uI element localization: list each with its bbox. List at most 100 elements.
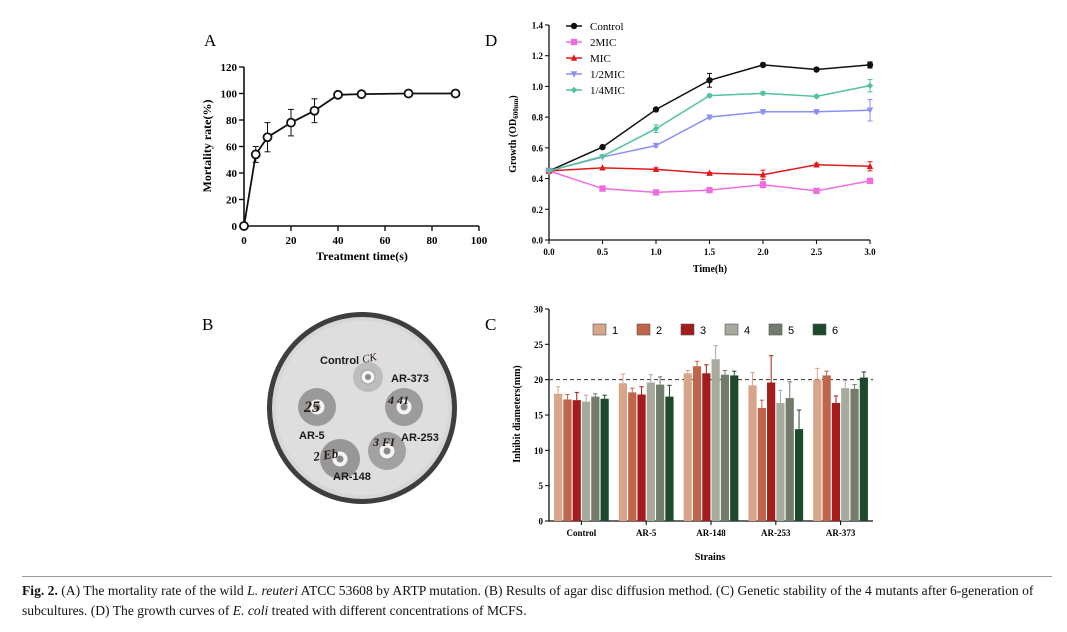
panel-d-y-tick-label: 0.4 — [532, 174, 544, 184]
plate-label-control: Control — [320, 355, 359, 367]
panel-d-data-marks — [545, 61, 874, 196]
panel-d-point-1-4mic — [545, 167, 553, 175]
panel-d-point-2mic — [866, 177, 874, 185]
panel-c-bar-series-4 — [711, 359, 720, 521]
panel-d-point-mic — [599, 164, 606, 171]
panel-c-bar-series-1 — [813, 379, 822, 521]
handwriting-3-fi: 3 FI — [372, 435, 396, 449]
panel-d-point-2mic — [652, 189, 660, 196]
panel-d-point-1-4mic — [706, 92, 713, 99]
figure-caption: Fig. 2. (A) The mortality rate of the wi… — [22, 576, 1052, 621]
panel-c-bar-series-4 — [841, 388, 850, 521]
plate-label-ar-253: AR-253 — [401, 432, 439, 444]
panel-d-point-mic — [706, 169, 713, 176]
panel-d-y-axis-label: Growth (OD600nm) — [508, 95, 520, 173]
panel-a-data-point — [309, 105, 320, 116]
panel-d-legend: Control 2MIC MIC 1/2MIC 1/4MIC — [566, 21, 625, 97]
panel-a-data-point — [403, 88, 414, 99]
caption-text-1: (A) The mortality rate of the wild — [57, 583, 248, 598]
panel-d-point-1-4mic — [866, 82, 874, 89]
panel-d-point-1-4mic — [652, 125, 660, 132]
panel-c-legend-swatch-2 — [636, 323, 651, 336]
panel-c-legend-label-3: 3 — [700, 325, 706, 337]
panel-d-point-2mic — [813, 187, 820, 195]
panel-d-y-label-close: ) — [508, 95, 519, 98]
panel-a-y-tick-label: 20 — [226, 195, 238, 207]
panel-d-point-2mic — [759, 181, 767, 188]
panel-c-x-tick-label: AR-5 — [636, 528, 657, 538]
panel-c-bar-series-3 — [767, 382, 776, 521]
panel-c-legend: 1 2 3 4 5 6 — [592, 323, 838, 337]
panel-d-x-tick-label: 0.0 — [543, 247, 555, 257]
panel-c-x-tick-label: AR-148 — [696, 528, 726, 538]
panel-c-bar-series-1 — [554, 393, 563, 521]
panel-a-data-point — [450, 88, 461, 99]
panel-c-bar-series-1 — [683, 373, 692, 521]
panel-d-point-mic — [866, 162, 874, 169]
panel-c-y-tick-label: 10 — [534, 446, 544, 456]
panel-d-x-tick-label: 1.0 — [650, 247, 662, 257]
panel-c-legend-swatch-1 — [592, 323, 607, 336]
panel-c-bar-series-5 — [591, 396, 600, 521]
panel-d-legend-label-mic: MIC — [590, 53, 611, 65]
panel-c-bar-series-1 — [748, 385, 757, 521]
plate-label-ar-373: AR-373 — [391, 373, 429, 385]
panel-label-a: A — [204, 31, 217, 50]
panel-a-axes — [239, 66, 480, 231]
panel-c-bar-series-6 — [794, 429, 804, 521]
panel-a-tick-labels: 0 20 40 60 80 100 120 0 20 40 60 80 100 — [221, 62, 488, 247]
panel-d-x-tick-label: 3.0 — [864, 247, 876, 257]
panel-c-bar-series-4 — [776, 402, 785, 521]
panel-c-bar-series-5 — [720, 374, 730, 521]
well-ar-253 — [383, 447, 391, 455]
panel-d-point-1-2mic — [652, 142, 660, 150]
panel-a-data-marks — [239, 88, 461, 231]
panel-c-data-marks — [549, 345, 873, 521]
panel-c-bar-series-4 — [581, 401, 591, 521]
panel-d-x-axis-label: Time(h) — [693, 264, 727, 275]
panel-d-tick-labels: 0.0 0.2 0.4 0.6 0.8 1.0 1.2 1.4 0.0 0.5 1.0 1.5 2.0 2… — [532, 21, 876, 258]
panel-d-point-2mic — [706, 186, 713, 194]
panel-a-y-tick-label: 60 — [226, 142, 238, 154]
panel-d-point-control — [652, 106, 660, 113]
panel-c-bar-series-4 — [646, 382, 655, 521]
panel-d-y-tick-label: 0.8 — [532, 113, 544, 123]
panel-d-point-control — [866, 61, 874, 69]
panel-a-x-tick-label: 60 — [380, 235, 392, 247]
panel-a-y-tick-label: 80 — [226, 115, 238, 127]
panel-c-x-axis-label: Strains — [695, 552, 726, 563]
panel-c-x-tick-label: Control — [566, 528, 596, 538]
panel-d-legend-marker-mic — [570, 54, 578, 61]
panel-d-growth-chart: 0.0 0.2 0.4 0.6 0.8 1.0 1.2 1.4 0.0 0.5 1.0 1.5 2.0 2… — [508, 21, 876, 276]
panel-d-point-1-4mic — [759, 90, 767, 97]
panel-a-x-tick-label: 20 — [286, 235, 298, 247]
panel-d-point-1-2mic — [866, 107, 874, 114]
panel-c-bar-series-6 — [600, 398, 609, 521]
handwriting-4-41: 4 41 — [387, 393, 409, 407]
panel-d-legend-label-2mic: 2MIC — [590, 37, 616, 49]
panel-d-point-mic — [759, 171, 767, 178]
panel-d-legend-marker-1-4mic — [570, 86, 578, 94]
panel-d-x-tick-label: 0.5 — [597, 247, 609, 257]
well-ar-373 — [400, 403, 408, 411]
panel-c-legend-swatch-5 — [768, 323, 783, 336]
panel-a-data-point — [250, 149, 261, 160]
panel-c-legend-swatch-6 — [812, 323, 827, 336]
caption-text-3: treated with different concentrations of… — [268, 603, 527, 618]
panel-label-d: D — [485, 31, 497, 50]
well-ar-5 — [313, 403, 321, 411]
panel-d-legend-label-control: Control — [590, 21, 624, 33]
panel-d-point-control — [759, 61, 767, 69]
panel-c-bar-series-6 — [859, 377, 868, 521]
panel-c-bar-series-3 — [831, 402, 841, 521]
handwriting-2-eb: 2 Eb — [311, 446, 339, 465]
caption-label: Fig. 2. — [22, 583, 58, 598]
panel-a-x-tick-label: 80 — [427, 235, 439, 247]
panel-c-bar-series-2 — [757, 407, 766, 521]
panel-label-c: C — [485, 315, 496, 334]
panel-c-legend-label-5: 5 — [788, 325, 794, 337]
panel-c-legend-label-1: 1 — [612, 325, 618, 337]
panel-c-bar-series-6 — [665, 396, 674, 521]
panel-d-y-tick-label: 1.0 — [532, 82, 544, 92]
